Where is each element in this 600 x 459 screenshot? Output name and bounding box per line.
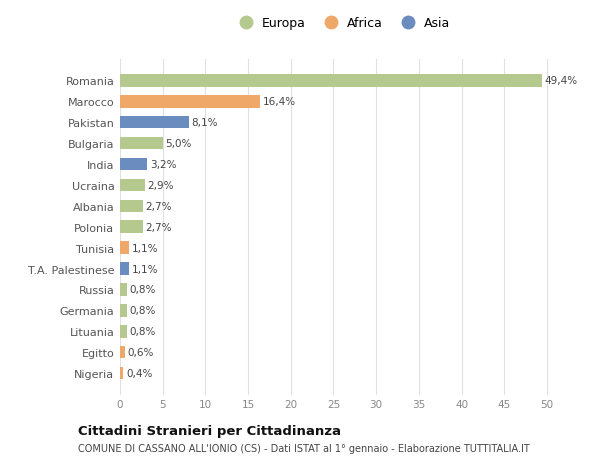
Bar — [120, 96, 260, 108]
Bar — [120, 117, 189, 129]
Bar — [120, 325, 127, 338]
Bar — [120, 304, 127, 317]
Text: 1,1%: 1,1% — [132, 243, 158, 253]
Legend: Europa, Africa, Asia: Europa, Africa, Asia — [229, 12, 455, 35]
Bar — [120, 138, 163, 150]
Text: 3,2%: 3,2% — [150, 160, 176, 170]
Text: 2,9%: 2,9% — [148, 180, 174, 190]
Text: 0,6%: 0,6% — [128, 347, 154, 358]
Bar — [120, 221, 143, 234]
Bar — [120, 200, 143, 213]
Bar — [120, 158, 148, 171]
Text: 49,4%: 49,4% — [544, 76, 577, 86]
Text: 2,7%: 2,7% — [146, 202, 172, 211]
Text: 0,8%: 0,8% — [130, 326, 156, 336]
Text: Cittadini Stranieri per Cittadinanza: Cittadini Stranieri per Cittadinanza — [78, 424, 341, 437]
Text: 16,4%: 16,4% — [263, 97, 296, 107]
Bar — [120, 263, 130, 275]
Bar — [120, 367, 124, 380]
Text: COMUNE DI CASSANO ALL'IONIO (CS) - Dati ISTAT al 1° gennaio - Elaborazione TUTTI: COMUNE DI CASSANO ALL'IONIO (CS) - Dati … — [78, 443, 530, 453]
Text: 5,0%: 5,0% — [165, 139, 191, 149]
Text: 1,1%: 1,1% — [132, 264, 158, 274]
Bar — [120, 284, 127, 296]
Text: 0,8%: 0,8% — [130, 285, 156, 295]
Bar — [120, 346, 125, 358]
Text: 2,7%: 2,7% — [146, 222, 172, 232]
Bar — [120, 75, 542, 87]
Text: 0,4%: 0,4% — [126, 368, 152, 378]
Bar — [120, 179, 145, 192]
Text: 8,1%: 8,1% — [192, 118, 218, 128]
Bar — [120, 242, 130, 254]
Text: 0,8%: 0,8% — [130, 306, 156, 316]
